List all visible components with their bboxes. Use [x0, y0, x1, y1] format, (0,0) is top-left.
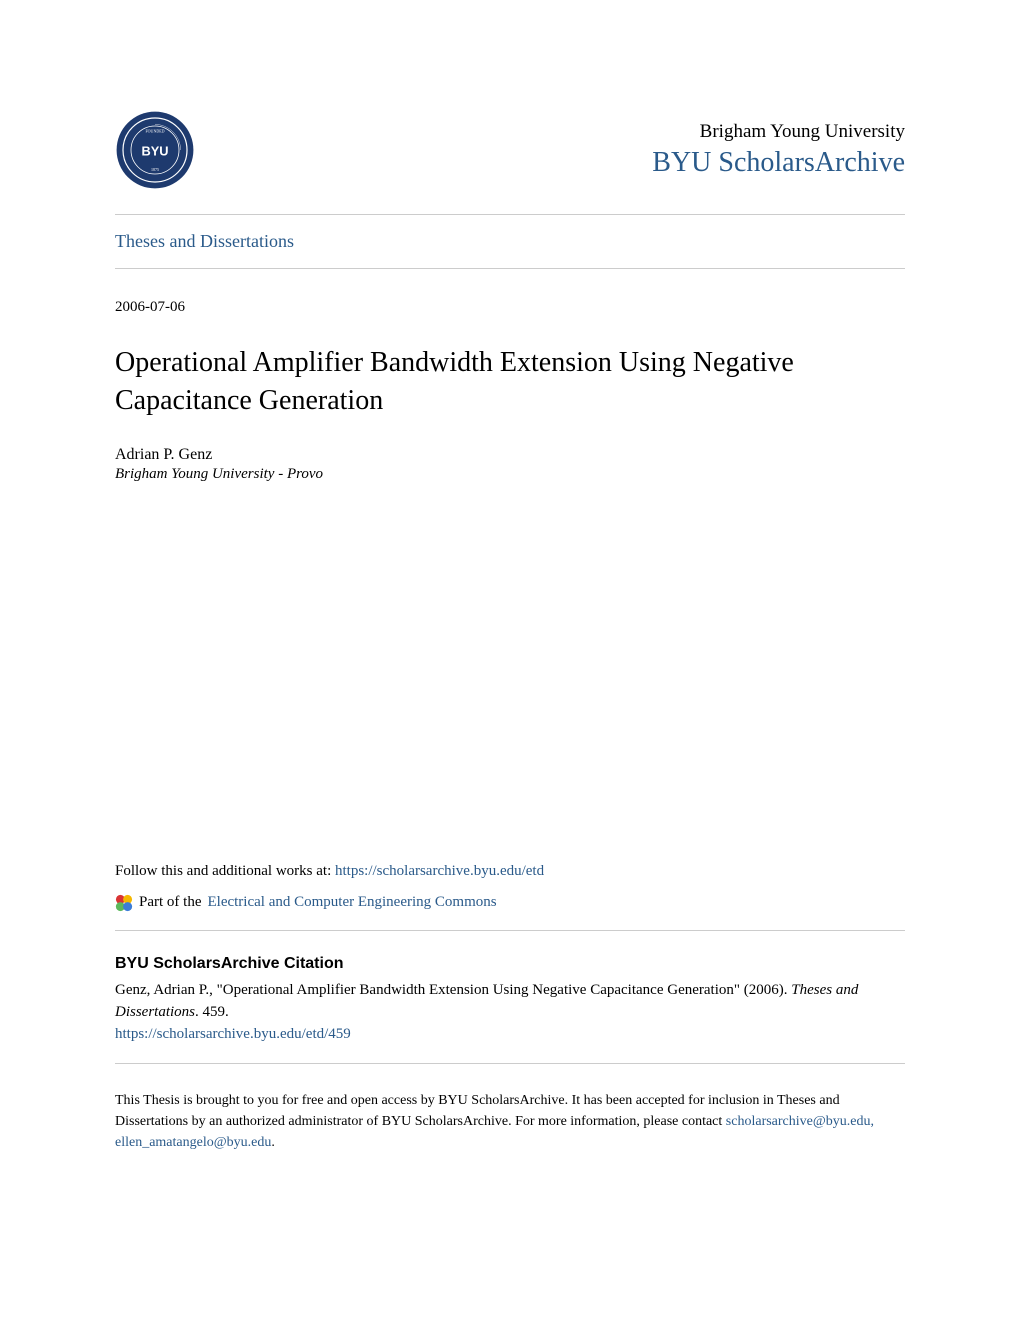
- author-affiliation: Brigham Young University - Provo: [115, 466, 905, 483]
- author-name: Adrian P. Genz: [115, 446, 905, 464]
- paper-title: Operational Amplifier Bandwidth Extensio…: [115, 344, 905, 420]
- svg-text:FOUNDED: FOUNDED: [145, 128, 164, 133]
- citation-prefix: Genz, Adrian P., "Operational Amplifier …: [115, 982, 791, 998]
- follow-url-link[interactable]: https://scholarsarchive.byu.edu/etd: [335, 863, 544, 879]
- breadcrumb: Theses and Dissertations: [115, 215, 905, 269]
- part-of-row: Part of the Electrical and Computer Engi…: [115, 894, 905, 931]
- citation-heading: BYU ScholarsArchive Citation: [115, 955, 905, 973]
- byu-seal-icon: BYU FOUNDED 1875: [115, 110, 195, 190]
- header-text-block: Brigham Young University BYU ScholarsArc…: [652, 121, 905, 179]
- breadcrumb-link[interactable]: Theses and Dissertations: [115, 231, 294, 251]
- network-commons-icon: [115, 894, 133, 912]
- university-seal-logo: BYU FOUNDED 1875: [115, 110, 195, 190]
- svg-text:1875: 1875: [151, 167, 159, 172]
- footer-access-text: This Thesis is brought to you for free a…: [115, 1090, 905, 1153]
- links-section: Follow this and additional works at: htt…: [115, 863, 905, 931]
- footer-suffix: .: [271, 1135, 275, 1150]
- part-of-prefix: Part of the: [139, 894, 201, 911]
- citation-text: Genz, Adrian P., "Operational Amplifier …: [115, 979, 905, 1024]
- citation-suffix: . 459.: [195, 1004, 229, 1020]
- publication-date: 2006-07-06: [115, 299, 905, 316]
- citation-section: BYU ScholarsArchive Citation Genz, Adria…: [115, 955, 905, 1064]
- page-header: BYU FOUNDED 1875 Brigham Young Universit…: [115, 110, 905, 215]
- citation-url-link[interactable]: https://scholarsarchive.byu.edu/etd/459: [115, 1026, 905, 1043]
- commons-link[interactable]: Electrical and Computer Engineering Comm…: [207, 894, 496, 911]
- svg-text:BYU: BYU: [141, 144, 168, 159]
- follow-works-text: Follow this and additional works at: htt…: [115, 863, 905, 880]
- follow-prefix: Follow this and additional works at:: [115, 863, 335, 879]
- university-name: Brigham Young University: [652, 121, 905, 143]
- archive-link[interactable]: BYU ScholarsArchive: [652, 147, 905, 178]
